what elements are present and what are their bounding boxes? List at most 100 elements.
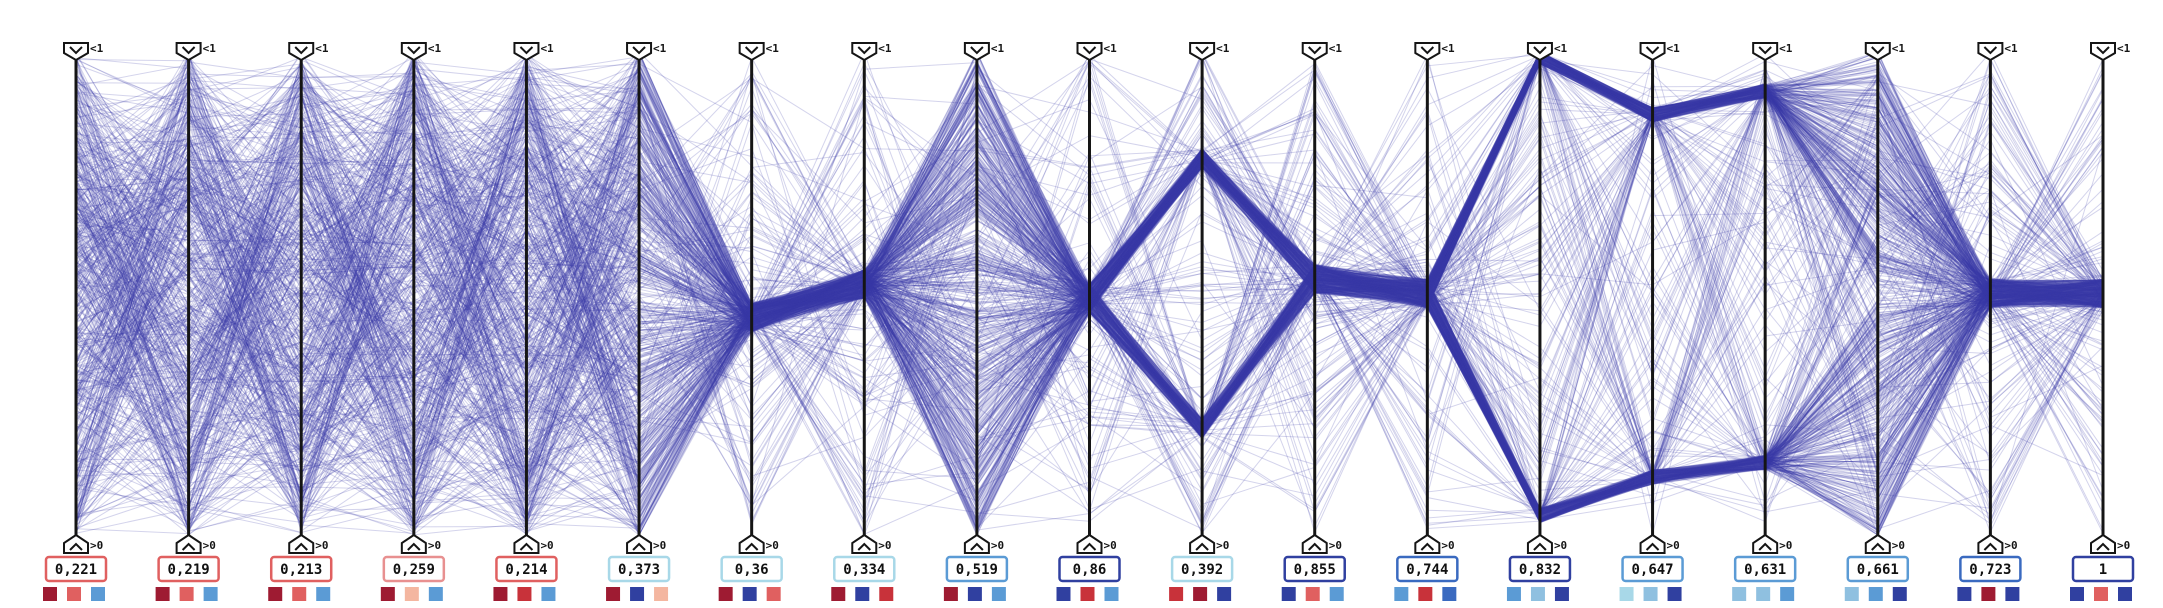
axis-value-box[interactable]: 0,213 [269, 555, 333, 583]
axis-value-box[interactable]: 0,392 [1170, 555, 1234, 583]
axis-value-box[interactable]: 0,519 [945, 555, 1009, 583]
axis-min-label: >0 [315, 539, 328, 552]
axis-value-box[interactable]: 0,221 [44, 555, 108, 583]
axis-value: 0,744 [1406, 562, 1448, 578]
axis-max-handle[interactable] [2090, 42, 2116, 62]
axis-max-label: <1 [1892, 42, 1906, 55]
axis-min-handle[interactable] [288, 533, 315, 554]
axis-max-handle[interactable] [1189, 42, 1216, 62]
axis-max-handle[interactable] [1752, 42, 1779, 62]
axis-min-label: >0 [2117, 539, 2130, 552]
chevron-up-icon [1533, 542, 1547, 551]
axis-min-handle[interactable] [1977, 533, 2004, 554]
axis-max-handle[interactable] [400, 42, 427, 62]
axis-min-handle[interactable] [1189, 533, 1216, 554]
axis-value: 0,855 [1294, 562, 1336, 578]
axis-min-handle[interactable] [1864, 533, 1891, 554]
axis-max-handle[interactable] [851, 42, 878, 62]
axis-value-box[interactable]: 0,334 [833, 555, 896, 583]
axis-value-box[interactable]: 0,36 [720, 555, 783, 583]
chevron-down-icon [1758, 46, 1772, 55]
axis-value-box[interactable]: 0,373 [607, 555, 671, 583]
axis-min-label: >0 [90, 539, 103, 552]
axis-value: 0,334 [843, 562, 885, 578]
axis-value-box[interactable]: 0,259 [382, 555, 446, 583]
axis-max-handle[interactable] [1301, 42, 1328, 62]
axis-min-handle[interactable] [400, 533, 427, 554]
color-swatch [1193, 587, 1208, 601]
axis-value-box[interactable]: 0,219 [157, 555, 220, 583]
axis-max-handle[interactable] [513, 42, 540, 62]
color-swatch [1080, 587, 1095, 601]
chevron-down-icon [1082, 46, 1097, 55]
axis-value-box[interactable]: 0,723 [1959, 555, 2022, 583]
color-swatch [1554, 587, 1569, 601]
color-swatch [943, 587, 958, 601]
color-swatch [1667, 587, 1682, 601]
axis-max-handle[interactable] [63, 42, 89, 62]
axis-value-box[interactable]: 1 [2071, 555, 2135, 583]
axis-value-box[interactable]: 0,744 [1396, 555, 1459, 583]
color-swatch [1442, 587, 1457, 601]
axis-value: 0,631 [1744, 562, 1786, 578]
color-swatch [380, 587, 395, 601]
axis-value: 0,832 [1519, 562, 1561, 578]
color-swatch [1506, 587, 1521, 601]
axis-max-handle[interactable] [1076, 42, 1103, 62]
axis-max-label: <1 [1779, 42, 1793, 55]
axis-value: 0,259 [393, 562, 435, 578]
axis-value-box[interactable]: 0,855 [1283, 555, 1346, 583]
chevron-down-icon [1871, 46, 1885, 55]
color-swatch [292, 587, 307, 601]
axis-max-handle[interactable] [288, 42, 315, 62]
color-swatch [91, 587, 105, 601]
axis-value-box[interactable]: 0,631 [1733, 555, 1797, 583]
axis-min-handle[interactable] [175, 533, 202, 554]
axis-min-handle[interactable] [1076, 533, 1103, 554]
chevron-up-icon [1758, 542, 1772, 551]
axis-min-handle[interactable] [963, 533, 990, 554]
axis-max-label: <1 [315, 42, 329, 55]
axis-max-label: <1 [1104, 42, 1118, 55]
color-swatch [155, 587, 170, 601]
axis-max-handle[interactable] [175, 42, 202, 62]
axis-max-handle[interactable] [626, 42, 653, 62]
axis-min-handle[interactable] [1414, 533, 1441, 554]
axis-value-box[interactable]: 0,214 [495, 555, 558, 583]
axis-value: 0,219 [168, 562, 210, 578]
axis-max-handle[interactable] [1639, 42, 1666, 62]
axis-max-handle[interactable] [1526, 42, 1553, 62]
axis-max-label: <1 [766, 42, 780, 55]
color-swatch [517, 587, 532, 601]
axis-min-handle[interactable] [1752, 533, 1779, 554]
axis-max-label: <1 [2117, 42, 2131, 55]
axis-value: 0,213 [280, 562, 322, 578]
axes-layer: <1 >0 0,221 <1 >0 0,219 <1 >0 0,213 <1 >0 0,259 <1 >0… [43, 42, 2135, 601]
axis-min-handle[interactable] [1526, 533, 1553, 554]
color-swatch [1732, 587, 1747, 601]
axis-value-box[interactable]: 0,86 [1058, 555, 1121, 583]
color-swatch [1957, 587, 1972, 601]
axis-min-handle[interactable] [1639, 533, 1666, 554]
axis-max-handle[interactable] [1977, 42, 2004, 62]
axis-min-handle[interactable] [63, 533, 89, 554]
chevron-up-icon [1308, 542, 1322, 551]
axis-value-box[interactable]: 0,661 [1846, 555, 1910, 583]
axis-min-handle[interactable] [851, 533, 878, 554]
axis-min-handle[interactable] [2090, 533, 2116, 554]
axis-max-handle[interactable] [1414, 42, 1441, 62]
chevron-down-icon [970, 46, 984, 55]
axis-min-handle[interactable] [513, 533, 540, 554]
axis-value-box[interactable]: 0,647 [1621, 555, 1684, 583]
axis-value-box[interactable]: 0,832 [1508, 555, 1572, 583]
axis-max-label: <1 [2004, 42, 2018, 55]
axis-max-handle[interactable] [1864, 42, 1891, 62]
axis-max-handle[interactable] [963, 42, 990, 62]
color-swatch [1104, 587, 1119, 601]
axis-min-handle[interactable] [626, 533, 653, 554]
color-swatch [879, 587, 894, 601]
axis-max-handle[interactable] [738, 42, 765, 62]
chevron-down-icon [294, 46, 308, 55]
axis-min-handle[interactable] [1301, 533, 1328, 554]
axis-min-handle[interactable] [738, 533, 765, 554]
